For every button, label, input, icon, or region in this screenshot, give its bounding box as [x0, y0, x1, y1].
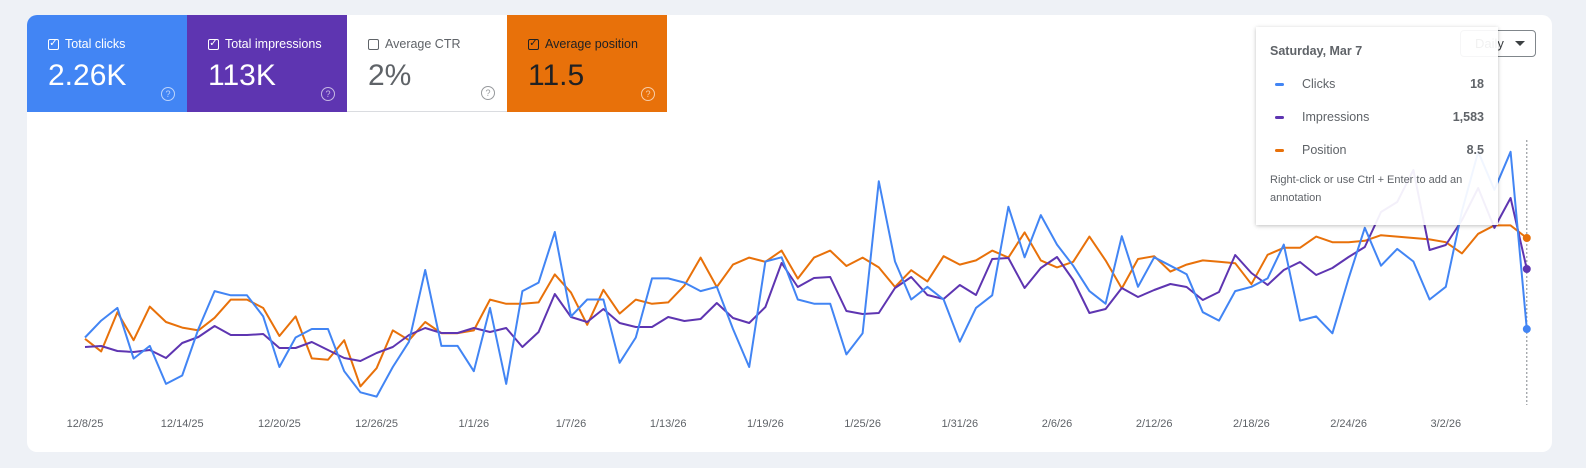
checkbox-checked-icon[interactable]: ✓ — [528, 38, 539, 50]
chart-tooltip: Saturday, Mar 7 Clicks 18 Impressions 1,… — [1256, 27, 1498, 225]
metric-label: Total impressions — [225, 37, 322, 51]
tooltip-row-clicks: Clicks 18 — [1270, 77, 1484, 91]
metric-label: Average position — [545, 37, 638, 51]
x-tick-label: 1/1/26 — [459, 418, 490, 430]
x-tick-label: 2/24/26 — [1330, 418, 1367, 430]
metric-tile-total-impressions[interactable]: ✓ Total impressions 113K ? — [187, 15, 347, 112]
x-tick-label: 12/8/25 — [67, 418, 104, 430]
x-tick-label: 12/20/25 — [258, 418, 301, 430]
metric-value: 2.26K — [48, 59, 127, 92]
x-tick-label: 1/7/26 — [556, 418, 587, 430]
metric-tile-average-position[interactable]: ✓ Average position 11.5 ? — [507, 15, 667, 112]
help-icon[interactable]: ? — [641, 87, 655, 101]
tooltip-series-value: 1,583 — [1452, 110, 1484, 124]
tooltip-date: Saturday, Mar 7 — [1270, 44, 1363, 58]
x-tick-label: 2/6/26 — [1042, 418, 1073, 430]
legend-swatch-clicks — [1275, 82, 1284, 86]
hover-point-clicks — [1522, 325, 1531, 334]
help-icon[interactable]: ? — [161, 87, 175, 101]
metric-tile-total-clicks[interactable]: ✓ Total clicks 2.26K ? — [27, 15, 187, 112]
x-tick-label: 1/25/26 — [844, 418, 881, 430]
legend-swatch-impressions — [1275, 115, 1284, 119]
x-tick-label: 3/2/26 — [1431, 418, 1462, 430]
metric-label: Total clicks — [65, 37, 126, 51]
x-tick-label: 2/12/26 — [1136, 418, 1173, 430]
tooltip-row-position: Position 8.5 — [1270, 143, 1484, 157]
hover-point-impressions — [1522, 265, 1531, 274]
help-icon[interactable]: ? — [321, 87, 335, 101]
metric-label: Average CTR — [385, 37, 461, 51]
tooltip-series-name: Impressions — [1302, 110, 1370, 124]
checkbox-checked-icon[interactable]: ✓ — [48, 38, 59, 50]
x-tick-label: 2/18/26 — [1233, 418, 1270, 430]
x-tick-label: 1/31/26 — [941, 418, 978, 430]
metric-value: 2% — [368, 59, 412, 92]
series-line-position — [84, 224, 1528, 388]
tooltip-series-name: Clicks — [1302, 77, 1336, 91]
tooltip-series-value: 18 — [1470, 77, 1484, 91]
tooltip-row-impressions: Impressions 1,583 — [1270, 110, 1484, 124]
x-tick-label: 1/19/26 — [747, 418, 784, 430]
x-tick-label: 1/13/26 — [650, 418, 687, 430]
tooltip-series-value: 8.5 — [1466, 143, 1484, 157]
help-icon[interactable]: ? — [481, 86, 495, 100]
x-tick-label: 12/14/25 — [161, 418, 204, 430]
metric-value: 11.5 — [528, 59, 585, 92]
checkbox-unchecked-icon[interactable] — [368, 38, 379, 50]
tooltip-annotation-hint: Right-click or use Ctrl + Enter to add a… — [1270, 174, 1463, 204]
legend-swatch-position — [1275, 148, 1284, 152]
tooltip-series-name: Position — [1302, 143, 1347, 157]
metric-tile-average-ctr[interactable]: Average CTR 2% ? — [347, 15, 507, 112]
metric-value: 113K — [208, 59, 276, 92]
series-line-clicks — [84, 150, 1528, 398]
hover-point-position — [1522, 234, 1531, 242]
x-tick-label: 12/26/25 — [355, 418, 398, 430]
series-line-impressions — [84, 169, 1528, 362]
dropdown-arrow-icon — [1515, 41, 1525, 46]
checkbox-checked-icon[interactable]: ✓ — [208, 38, 219, 50]
